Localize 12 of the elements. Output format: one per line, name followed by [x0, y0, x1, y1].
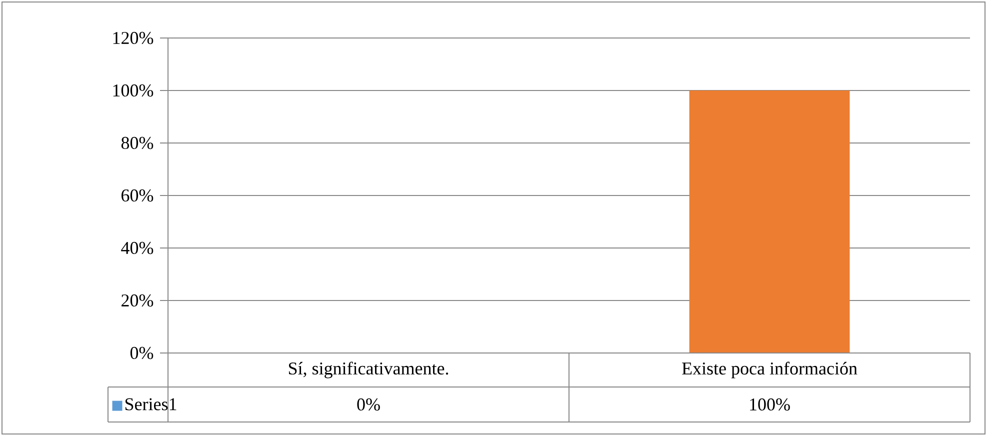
data-label: 100% — [750, 398, 790, 411]
y-tick-label: 20% — [122, 294, 154, 307]
y-tick-label: 80% — [121, 136, 154, 150]
y-tick-label: 40% — [121, 242, 154, 254]
text: Series1 — [125, 398, 176, 410]
x-tick-label: Existe poca información — [682, 362, 858, 378]
y-tick-label: 120% — [113, 32, 154, 44]
y-tick-label: 60% — [122, 189, 154, 202]
x-tick-label: Sí, significativamente. — [288, 362, 448, 378]
data-label: 0% — [357, 398, 380, 411]
y-tick-label: 0% — [130, 346, 154, 360]
y-tick-label: 100% — [113, 84, 154, 97]
